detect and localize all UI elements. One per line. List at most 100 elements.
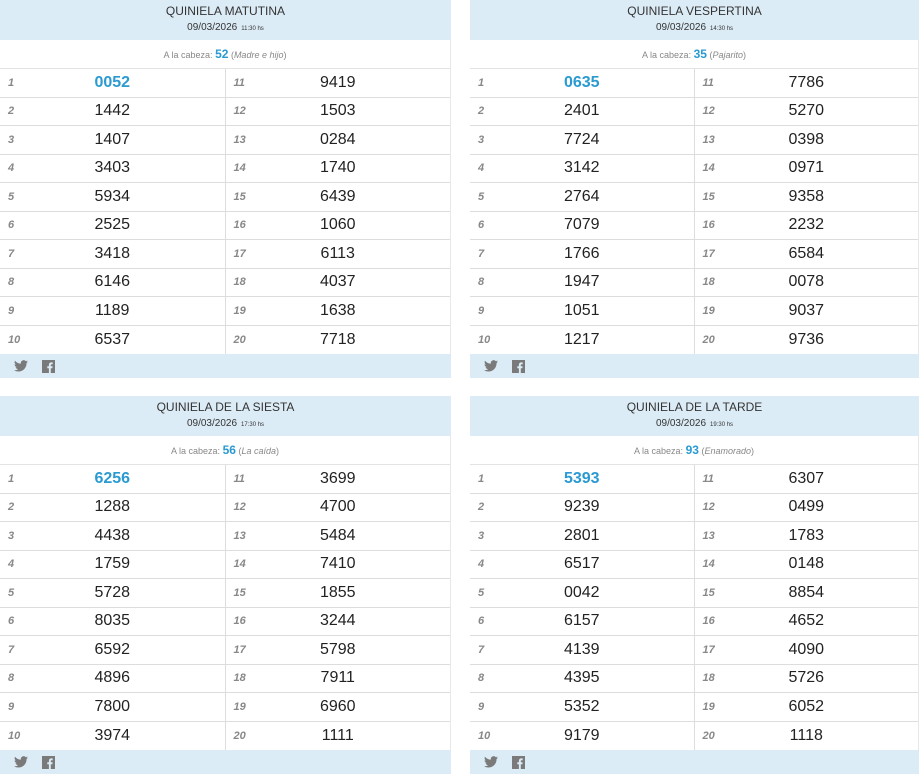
- result-row: 6 8035: [0, 608, 225, 636]
- result-row: 18 7911: [225, 665, 450, 693]
- position-number: 17: [702, 643, 715, 656]
- result-row: 16 3244: [225, 608, 450, 636]
- result-row: 6 6157: [470, 608, 694, 636]
- drawn-number: 7786: [788, 73, 825, 91]
- drawn-number: 3142: [563, 159, 600, 177]
- position-number: 4: [8, 558, 15, 571]
- facebook-icon[interactable]: [42, 359, 55, 373]
- position-number: 15: [233, 190, 246, 203]
- drawn-number: 3699: [319, 469, 356, 487]
- result-row: 2 9239: [470, 494, 694, 522]
- position-number: 15: [702, 586, 715, 599]
- facebook-icon[interactable]: [42, 755, 55, 769]
- results-grid: 1 5393 2 9239 3 2801 4 6517 5 0042 6 615…: [470, 465, 919, 750]
- cabeza-number: 35: [693, 47, 707, 61]
- position-number: 2: [8, 501, 15, 514]
- facebook-icon[interactable]: [512, 359, 525, 373]
- result-row: 3 7724: [470, 126, 694, 155]
- result-row: 9 1051: [470, 297, 694, 326]
- result-row: 4 1759: [0, 551, 225, 579]
- position-number: 7: [8, 643, 15, 656]
- twitter-icon[interactable]: [14, 756, 28, 768]
- twitter-icon[interactable]: [14, 360, 28, 372]
- position-number: 18: [702, 276, 715, 289]
- result-row: 10 3974: [0, 722, 225, 751]
- position-number: 15: [702, 190, 715, 203]
- share-bar: [470, 354, 919, 378]
- results-column: 1 0052 2 1442 3 1407 4 3403 5 5934 6 252…: [0, 69, 226, 354]
- cabeza-label: A la cabeza:: [171, 446, 221, 456]
- drawn-number: 5728: [94, 583, 131, 601]
- position-number: 6: [8, 219, 15, 232]
- position-number: 8: [8, 672, 15, 685]
- twitter-icon[interactable]: [484, 756, 498, 768]
- draw-date: 09/03/2026: [655, 418, 707, 429]
- position-number: 20: [233, 333, 246, 346]
- result-row: 9 5352: [470, 693, 694, 722]
- result-row: 5 2764: [470, 183, 694, 212]
- drawn-number: 1783: [788, 526, 825, 544]
- twitter-icon[interactable]: [484, 360, 498, 372]
- result-row: 4 6517: [470, 551, 694, 579]
- result-row: 12 4700: [225, 494, 450, 522]
- drawn-number: 1111: [321, 726, 354, 744]
- position-number: 13: [233, 133, 246, 146]
- panel-header: QUINIELA VESPERTINA 09/03/2026 14:30 hs: [470, 0, 919, 40]
- cabeza-line: A la cabeza: 56 (La caída): [0, 436, 451, 465]
- position-number: 3: [478, 133, 485, 146]
- position-number: 12: [702, 501, 715, 514]
- drawn-number: 1503: [319, 102, 356, 120]
- result-row: 15 6439: [225, 183, 450, 212]
- position-number: 7: [8, 247, 15, 260]
- drawn-number: 9358: [788, 187, 825, 205]
- facebook-icon[interactable]: [512, 755, 525, 769]
- result-row: 9 1189: [0, 297, 225, 326]
- cabeza-number: 56: [222, 443, 236, 457]
- drawn-number: 7911: [320, 669, 355, 687]
- result-row: 7 4139: [470, 636, 694, 665]
- result-row: 8 1947: [470, 269, 694, 297]
- cabeza-number: 52: [215, 47, 229, 61]
- position-number: 6: [478, 615, 485, 628]
- panel-header: QUINIELA MATUTINA 09/03/2026 11:30 hs: [0, 0, 451, 40]
- position-number: 3: [8, 133, 15, 146]
- share-bar: [0, 354, 451, 378]
- result-row: 18 5726: [694, 665, 918, 693]
- drawn-number: 6307: [788, 469, 825, 487]
- position-number: 15: [233, 586, 246, 599]
- result-row: 16 4652: [694, 608, 918, 636]
- position-number: 12: [233, 501, 246, 514]
- drawn-number: 6052: [788, 697, 825, 715]
- result-row: 13 5484: [225, 522, 450, 551]
- drawn-number: 1766: [563, 244, 600, 262]
- result-row: 19 6960: [225, 693, 450, 722]
- position-number: 19: [233, 700, 246, 713]
- drawn-number: 6113: [320, 244, 355, 262]
- cabeza-line: A la cabeza: 93 (Enamorado): [470, 436, 919, 465]
- position-number: 14: [233, 162, 246, 175]
- position-number: 1: [8, 472, 15, 485]
- position-number: 20: [233, 729, 246, 742]
- drawn-number: 3244: [319, 612, 356, 630]
- position-number: 19: [233, 304, 246, 317]
- draw-time: 11:30 hs: [241, 26, 264, 32]
- result-row: 1 6256: [0, 465, 225, 494]
- position-number: 2: [478, 105, 485, 118]
- position-number: 19: [702, 304, 715, 317]
- drawn-number: 0042: [563, 583, 600, 601]
- result-row: 16 1060: [225, 212, 450, 240]
- winning-number: 0635: [563, 73, 600, 91]
- position-number: 14: [233, 558, 246, 571]
- result-row: 8 6146: [0, 269, 225, 297]
- result-row: 5 0042: [470, 579, 694, 608]
- result-row: 18 0078: [694, 269, 918, 297]
- position-number: 14: [702, 558, 715, 571]
- results-grid: 1 6256 2 1288 3 4438 4 1759 5 5728 6 803…: [0, 465, 451, 750]
- position-number: 4: [478, 558, 485, 571]
- position-number: 20: [702, 729, 715, 742]
- result-row: 14 0148: [694, 551, 918, 579]
- position-number: 12: [702, 105, 715, 118]
- drawn-number: 6960: [319, 697, 356, 715]
- position-number: 5: [8, 586, 15, 599]
- drawn-number: 1051: [563, 301, 600, 319]
